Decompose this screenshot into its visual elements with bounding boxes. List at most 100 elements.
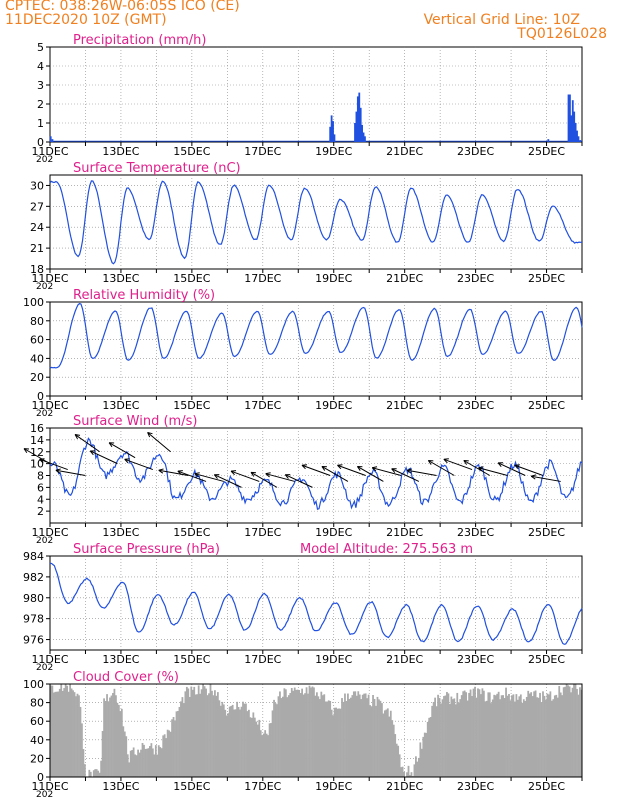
- pressure-xtick-label: 21DEC: [386, 653, 423, 666]
- precip-bar: [573, 111, 576, 142]
- wind-arrow: [265, 473, 295, 482]
- cloud-bar: [245, 703, 247, 777]
- cloud-bar: [530, 692, 533, 777]
- pressure-title: Surface Pressure (hPa): [73, 542, 220, 557]
- cloud-bar: [233, 709, 236, 777]
- temp-xtick-label: 21DEC: [386, 272, 423, 285]
- cloud-bar: [219, 705, 222, 777]
- cloud-bar: [150, 743, 153, 777]
- cloud-bar: [126, 754, 129, 777]
- wind-arrow-head: [372, 466, 378, 469]
- cloud-bar: [89, 771, 92, 777]
- cloud-bar: [345, 701, 348, 777]
- cloud-ytick-label: 40: [30, 734, 44, 747]
- cloud-bar: [378, 699, 380, 777]
- cloud-bar: [471, 696, 473, 777]
- cloud-bar: [552, 699, 555, 777]
- wind-arrow: [497, 462, 526, 476]
- temp-xtick-label: 17DEC: [244, 272, 281, 285]
- cloud-bar: [120, 708, 123, 777]
- wind-title: Surface Wind (m/s): [73, 414, 197, 429]
- wind-arrow: [391, 468, 420, 482]
- precip-frame: [49, 46, 583, 143]
- wind-arrow-head: [514, 464, 520, 466]
- cloud-bar: [131, 750, 134, 777]
- cloud-bar: [381, 703, 383, 777]
- cloud-bar: [276, 704, 278, 777]
- cloud-bar: [478, 689, 481, 777]
- precip-bar: [576, 130, 578, 142]
- cloud-bar: [94, 769, 97, 777]
- humidity-xtick-label: 19DEC: [315, 399, 352, 412]
- cloud-ytick-label: 0: [37, 771, 44, 784]
- wind-arrow: [443, 458, 473, 471]
- cloud-bar: [463, 690, 466, 777]
- wind-arrow-head: [443, 458, 448, 464]
- wind-arrow-head: [265, 472, 271, 475]
- cloud-bar: [401, 766, 404, 777]
- wind-arrow-head: [231, 470, 237, 472]
- precip-ytick-label: 3: [37, 79, 44, 92]
- cloud-bar: [386, 708, 389, 777]
- wind-arrow: [108, 442, 136, 459]
- cloud-bar: [267, 735, 270, 777]
- cloud-bar: [453, 698, 456, 777]
- wind-arrow: [89, 450, 118, 465]
- cloud-bar: [561, 695, 564, 777]
- pressure-ytick-label: 980: [23, 592, 44, 605]
- cloud-bar: [268, 723, 271, 777]
- cloud-bar: [123, 731, 126, 777]
- wind-arrow-head: [497, 462, 502, 468]
- cloud-bar: [355, 695, 358, 777]
- wind-arrow-head: [250, 472, 255, 477]
- cloud-bar: [516, 699, 519, 777]
- cloud-bar: [135, 755, 138, 777]
- wind-arrow-head: [55, 469, 61, 474]
- cloud-bar: [429, 717, 432, 777]
- wind-arrow: [463, 460, 491, 476]
- cloud-bar: [107, 701, 110, 777]
- cloud-bar: [188, 696, 191, 777]
- wind-xtick-label: 11DEC: [31, 526, 68, 539]
- cloud-bar: [166, 729, 169, 777]
- cloud-bar: [270, 723, 272, 777]
- precip-bar: [332, 121, 334, 142]
- cloud-bar: [214, 690, 216, 777]
- cloud-bar: [79, 706, 82, 777]
- cloud-bar: [482, 690, 485, 777]
- cloud-bar: [206, 695, 209, 777]
- cloud-bar: [332, 715, 335, 777]
- cloud-bar: [129, 750, 132, 777]
- cloud-bar: [451, 699, 454, 777]
- cloud-bar: [435, 706, 438, 777]
- wind-xtick-label: 23DEC: [457, 526, 494, 539]
- cloud-xtick-label: 23DEC: [457, 780, 494, 793]
- cloud-bar: [289, 692, 292, 777]
- precip-bar: [567, 94, 570, 142]
- cloud-bar: [438, 697, 441, 777]
- cloud-bar: [177, 710, 179, 777]
- wind-arrow-head: [147, 432, 151, 438]
- wind-arrow: [372, 467, 402, 476]
- wind-ytick-label: 10: [30, 458, 44, 471]
- cloud-bar: [140, 749, 142, 777]
- wind-arrow: [406, 469, 437, 476]
- cloud-bar: [262, 733, 265, 777]
- cloud-bar: [485, 700, 488, 777]
- cloud-bar: [449, 704, 451, 777]
- wind-arrow: [514, 464, 544, 476]
- precip-bar: [577, 136, 580, 142]
- cloud-bar: [160, 748, 163, 777]
- cloud-bar: [382, 713, 385, 777]
- wind-ytick-label: 14: [30, 434, 44, 447]
- wind-arrow-head: [443, 458, 449, 460]
- cloud-bar: [518, 696, 521, 777]
- wind-arrow: [337, 464, 366, 476]
- cloud-bar: [180, 701, 182, 777]
- cloud-bar: [171, 719, 173, 777]
- cloud-bar: [369, 705, 371, 777]
- cloud-bar: [574, 684, 577, 777]
- pressure-series-line: [49, 562, 583, 645]
- cloud-bar: [261, 735, 264, 777]
- wind-arrow-head: [301, 464, 306, 470]
